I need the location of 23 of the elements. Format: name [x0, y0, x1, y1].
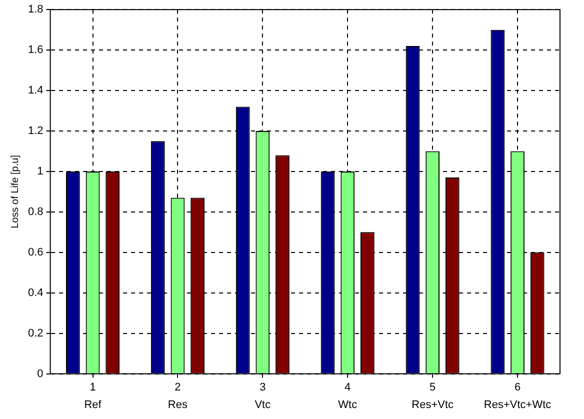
text: Vtc	[254, 398, 272, 411]
y-axis-title: Loss of Life [p.u]	[10, 154, 21, 228]
x-tick-label: 4	[344, 381, 351, 394]
x-tick-label: 2	[174, 381, 181, 394]
y-tick-label: 0.2	[28, 327, 44, 340]
y-tick-label: 1.8	[28, 4, 44, 16]
y-tick-label: 1.6	[28, 44, 44, 56]
y-tick-label: 0.8	[28, 206, 44, 218]
y-tick-label: 0.4	[28, 286, 44, 299]
text: Ref	[84, 398, 102, 411]
text: Res+Vtc	[412, 398, 454, 411]
x-tick-label: 3	[260, 381, 266, 394]
x-tick-label: 1	[90, 381, 96, 394]
y-tick-label: 1	[37, 166, 44, 178]
y-tick-label: 1.2	[28, 125, 44, 138]
x-tick-label: 5	[430, 381, 436, 394]
y-tick-label: 0.6	[28, 246, 44, 258]
y-tick-label: 0	[37, 368, 44, 380]
x-tick-label: 6	[514, 381, 521, 394]
text: Wtc	[338, 398, 358, 411]
text: Res+Vtc+Wtc	[484, 398, 552, 411]
y-tick-label: 1.4	[28, 84, 44, 97]
text: Res	[168, 398, 188, 411]
